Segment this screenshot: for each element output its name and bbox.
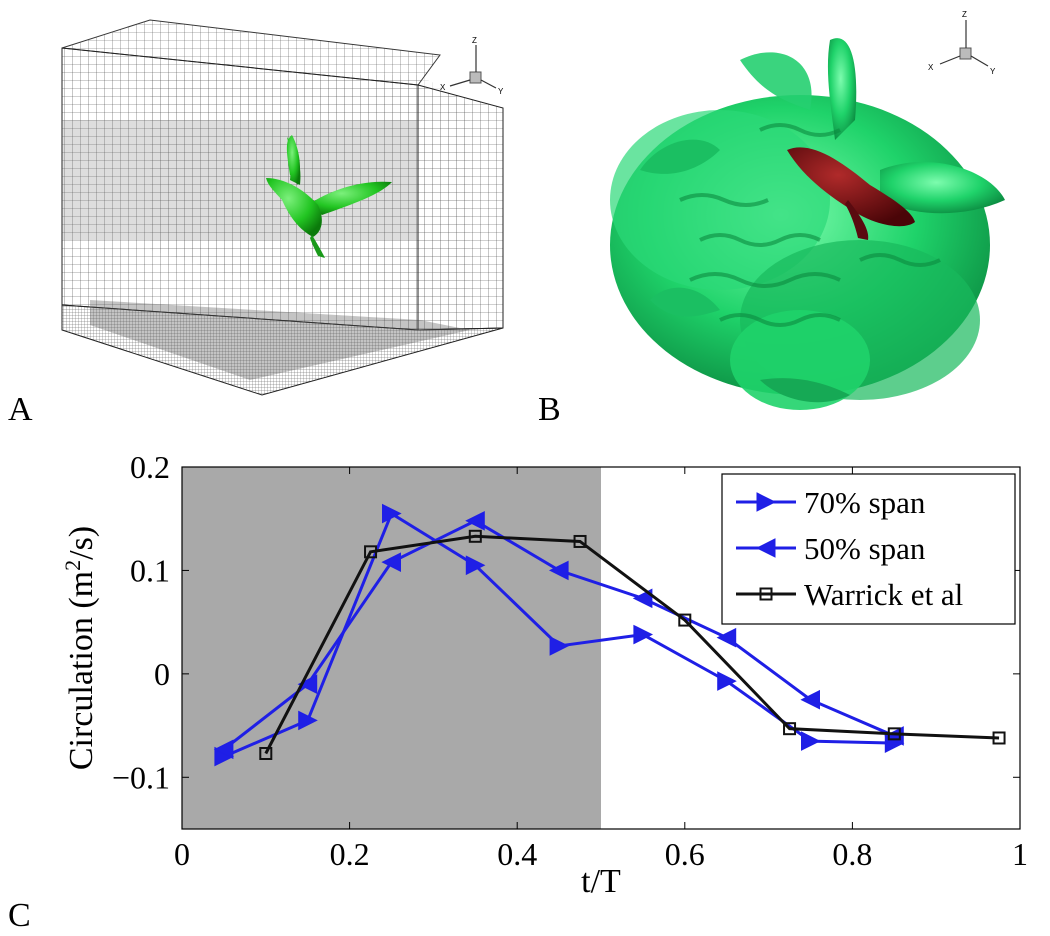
- y-axis-label: Circulation (m2/s): [60, 526, 101, 770]
- axis-triad-b: Z X Y: [928, 10, 996, 76]
- data-point: [633, 624, 654, 645]
- panel-a: Z X Y: [61, 19, 504, 396]
- legend-marker: [756, 492, 777, 512]
- data-point: [678, 613, 692, 627]
- legend-marker: [755, 538, 776, 558]
- axis-x-label-a: X: [440, 83, 446, 92]
- legend-label: 70% span: [804, 485, 926, 520]
- data-point: [465, 555, 486, 576]
- legend: 70% span 50% span Warrick et al: [721, 473, 1016, 625]
- data-point: [716, 627, 737, 648]
- panel-b: Z X Y: [610, 10, 1005, 410]
- axis-y-label-a: Y: [498, 87, 504, 96]
- series-3: [259, 529, 1006, 760]
- data-point: [573, 534, 587, 548]
- axis-y-label-b: Y: [990, 67, 996, 76]
- x-tick-label: 0.6: [665, 836, 705, 872]
- y-tick-label: 0: [154, 656, 170, 692]
- x-tick-label: 0.2: [330, 836, 370, 872]
- y-tick-label: 0.1: [130, 552, 170, 588]
- y-tick-label: −0.1: [112, 759, 170, 795]
- data-point: [468, 529, 482, 543]
- grid-box: [61, 19, 504, 396]
- data-point: [548, 560, 569, 581]
- data-point: [213, 739, 234, 760]
- series-layer: [213, 503, 1006, 767]
- x-tick-label: 0.4: [497, 836, 537, 872]
- axis-z-label-a: Z: [472, 36, 477, 45]
- data-point: [992, 731, 1006, 745]
- legend-label: 50% span: [804, 531, 926, 566]
- panel-label-c: C: [8, 897, 31, 934]
- y-tick-label: 0.2: [130, 449, 170, 485]
- x-tick-label: 0.8: [832, 836, 872, 872]
- panel-label-b: B: [538, 391, 561, 428]
- x-tick-label: 1: [1012, 836, 1028, 872]
- data-point: [298, 710, 318, 731]
- axis-triad-a: Z X Y: [440, 36, 504, 96]
- axis-x-label-b: X: [928, 63, 934, 72]
- data-point: [465, 510, 485, 531]
- legend-item: 50% span: [736, 531, 926, 566]
- vortex-wake: [610, 38, 1005, 410]
- axis-ticks: 0 0.2 0.4 0.6 0.8 1 −0.1 0 0.1 0.2: [112, 449, 1028, 872]
- data-point: [800, 689, 820, 710]
- panel-label-a: A: [8, 391, 33, 428]
- bird-model: [266, 135, 392, 258]
- data-point: [717, 671, 737, 691]
- data-point: [783, 722, 797, 736]
- legend-item: Warrick et al: [736, 577, 963, 612]
- bird-body: [787, 147, 915, 240]
- series-line: [264, 534, 1000, 755]
- data-point: [364, 545, 378, 559]
- shaded-region: [182, 467, 601, 829]
- data-point: [259, 746, 273, 760]
- axis-z-label-b: Z: [962, 10, 967, 19]
- data-point: [801, 731, 821, 751]
- circulation-chart: 0 0.2 0.4 0.6 0.8 1 −0.1 0 0.1 0.2 t/T Circulatio…: [60, 449, 1029, 900]
- legend-item: 70% span: [736, 485, 926, 520]
- data-point: [549, 636, 570, 656]
- data-point: [297, 674, 318, 695]
- x-tick-label: 0: [174, 836, 190, 872]
- data-point: [381, 552, 401, 572]
- data-point: [887, 727, 901, 741]
- x-axis-label: t/T: [581, 863, 621, 900]
- legend-label: Warrick et al: [804, 577, 963, 612]
- legend-marker: [759, 587, 773, 601]
- data-point: [382, 503, 402, 524]
- plot-frame: [181, 466, 1021, 830]
